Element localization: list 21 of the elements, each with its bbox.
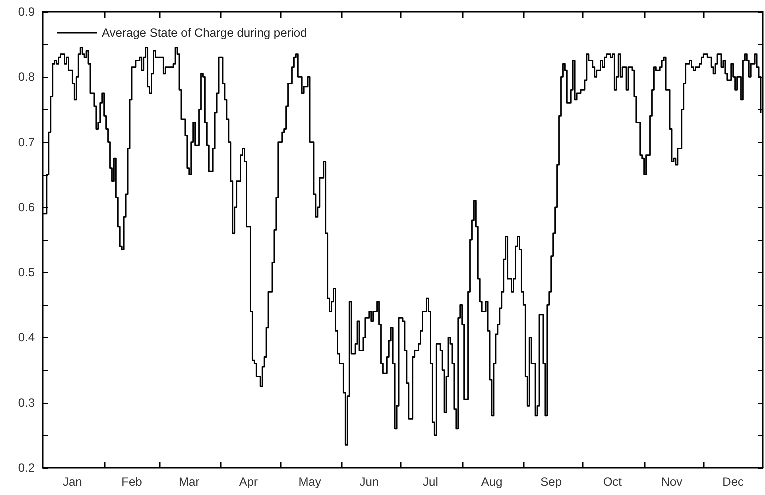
legend-label: Average State of Charge during period [102,26,308,40]
x-tick-label: Aug [481,475,503,489]
y-tick-label: 0.9 [18,5,36,19]
x-tick-label: Mar [179,475,200,489]
x-tick-label: Jul [423,475,438,489]
x-tick-label: Jun [360,475,380,489]
x-tick-label: Sep [540,475,562,489]
x-tick-label: Oct [603,475,623,489]
x-tick-label: May [298,475,322,489]
y-tick-label: 0.6 [18,200,36,214]
y-tick-label: 0.2 [18,461,36,475]
x-tick-label: Dec [722,475,744,489]
y-tick-label: 0.4 [18,330,36,345]
y-tick-label: 0.8 [18,70,36,84]
y-tick-label: 0.5 [18,266,36,280]
y-tick-label: 0.7 [18,135,36,150]
x-tick-label: Nov [661,475,683,489]
x-tick-label: Feb [122,475,143,489]
x-tick-label: Apr [239,475,258,489]
y-tick-label: 0.3 [18,396,36,410]
x-tick-label: Jan [62,475,82,489]
